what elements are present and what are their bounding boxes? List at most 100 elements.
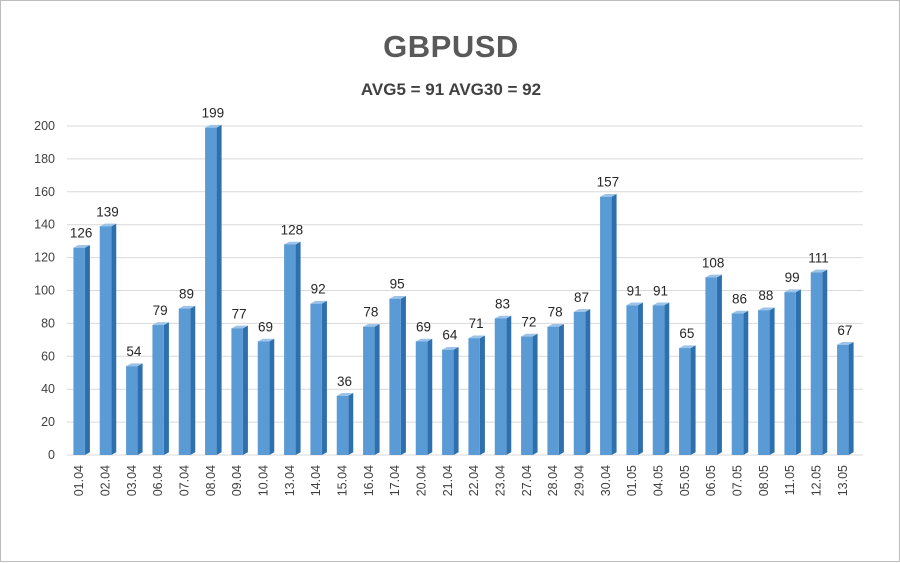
bar [679,345,696,455]
bar-side [163,322,169,455]
bar-top [99,223,117,227]
bar-side [295,241,301,455]
bar-top [731,310,749,314]
data-label: 64 [442,328,458,343]
bar-top [626,302,643,306]
bar-side [848,342,854,455]
bar-side [611,193,617,456]
x-tick-label: 21.04 [441,465,455,496]
data-label: 99 [785,270,800,285]
data-label: 72 [521,315,536,330]
bar-front [652,305,665,455]
data-label: 157 [597,175,620,190]
data-label: 78 [363,305,378,320]
data-label: 69 [258,319,273,334]
x-tick-label: 07.04 [178,465,192,496]
data-label: 91 [627,283,642,298]
bar [99,223,117,455]
chart-title: GBPUSD [383,29,519,64]
x-tick-label: 22.04 [467,465,481,496]
y-tick-label: 40 [41,382,55,396]
chart-subtitle: AVG5 = 91 AVG30 = 92 [360,80,542,99]
bar-side [400,295,406,455]
bar-front [758,310,770,455]
bar [310,300,327,455]
bar-top [784,289,801,293]
bar-top [73,244,90,248]
bar-front [415,341,428,455]
x-tick-label: 06.05 [704,465,718,496]
bar [178,305,196,455]
data-label: 69 [416,319,431,334]
bar-side [348,393,354,455]
bar-side [453,346,459,455]
data-label: 71 [469,316,484,331]
bar [126,363,143,455]
x-tick-label: 01.04 [72,465,86,496]
data-label: 87 [574,290,589,305]
bar-front [679,348,691,455]
y-tick-label: 200 [34,119,55,133]
bar-front [257,341,270,455]
data-label: 126 [70,226,93,241]
bar-front [363,326,375,455]
data-label: 36 [337,374,352,389]
x-tick-label: 02.04 [99,465,113,496]
y-tick-label: 20 [41,415,55,429]
x-tick-label: 03.04 [125,465,139,496]
data-label: 77 [232,306,247,321]
x-tick-label: 06.04 [151,465,165,496]
bar-front [231,328,243,455]
bar-side [242,325,248,455]
data-label: 95 [390,277,405,292]
bar [573,309,591,455]
bar-top [389,295,406,299]
bar [415,338,433,455]
x-tick-label: 09.04 [230,465,244,496]
bar-top [652,302,670,306]
x-tick-label: 05.05 [678,465,692,496]
y-tick-label: 100 [34,284,55,298]
x-tick-label: 23.04 [494,465,508,496]
bar-side [822,269,828,455]
bar-front [152,325,164,455]
x-tick-label: 08.04 [204,465,218,496]
bar [626,302,643,455]
bar [731,310,749,455]
bar [494,315,512,455]
bar-front [784,292,796,455]
bar-front [547,326,559,455]
bar-front [73,247,85,455]
data-label: 83 [495,296,510,311]
data-label: 92 [311,282,326,297]
bar-side [427,338,433,455]
data-label: 91 [653,283,668,298]
bar [521,333,538,455]
bar-front [600,196,612,456]
bar-front [705,277,717,455]
data-label: 111 [808,250,829,265]
bar-top [521,333,538,337]
data-label: 128 [281,222,304,237]
y-tick-label: 0 [48,448,55,462]
x-tick-label: 17.04 [388,465,402,496]
bar-top [205,124,222,128]
bar-front [837,344,849,455]
bar-front [310,303,322,455]
x-tick-label: 10.04 [257,465,271,496]
bar-top [257,338,275,342]
bar-front [626,305,638,455]
bar-front [810,272,823,455]
bar [336,393,354,455]
bar-side [321,300,327,455]
x-tick-label: 07.05 [731,465,745,496]
bar-side [637,302,643,455]
bar-side [743,310,749,455]
bar-top [494,315,512,319]
bar-side [216,124,222,456]
bar-top [363,323,380,327]
x-tick-label: 04.05 [652,465,666,496]
bar-top [758,307,775,311]
bar-front [284,244,296,455]
data-label: 67 [837,323,852,338]
